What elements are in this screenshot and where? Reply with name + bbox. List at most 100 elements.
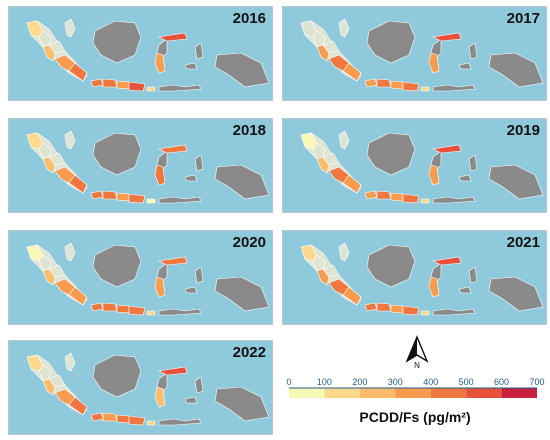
region-central-java (116, 304, 130, 314)
region-north-sulawesi (158, 256, 188, 266)
map-panel-2021: 2021 (282, 230, 547, 325)
color-scale: 0 100 200 300 400 500 600 700 (286, 377, 545, 398)
region-south-sulawesi (154, 276, 166, 298)
region-kalimantan (366, 20, 416, 64)
region-south-sulawesi (428, 164, 440, 186)
region-riau (48, 152, 66, 166)
region-south-sulawesi (154, 52, 166, 74)
legend: N 0 100 200 300 400 500 600 700 PCDD/Fs (pg/m²) (285, 335, 545, 435)
region-papua (214, 276, 270, 312)
region-bali (146, 198, 156, 204)
region-malaysia-peninsula (64, 242, 76, 262)
region-north-sumatra (38, 254, 52, 272)
region-maluku-1 (468, 42, 478, 60)
map-panel-2022: 2022 (8, 340, 273, 435)
year-label: 2020 (232, 234, 266, 251)
region-north-sumatra (38, 364, 52, 382)
region-maluku-1 (194, 376, 204, 394)
scale-tick-label: 600 (494, 377, 509, 387)
region-lampung (342, 286, 362, 306)
region-papua (488, 276, 544, 312)
region-west-java (102, 78, 118, 88)
map-panel-2018: 2018 (8, 118, 273, 213)
region-malaysia-peninsula (64, 130, 76, 150)
region-south-sulawesi (428, 276, 440, 298)
north-arrow-icon: N (405, 335, 429, 369)
region-north-sulawesi (158, 32, 188, 42)
region-nusa-tenggara (432, 308, 476, 316)
region-central-java (390, 304, 404, 314)
scale-tick-label: 300 (388, 377, 403, 387)
scale-tick-label: 0 (286, 377, 291, 387)
year-label: 2022 (232, 344, 266, 361)
scale-segment (289, 388, 325, 398)
legend-title: PCDD/Fs (pg/m²) (359, 409, 471, 425)
indonesia-map (9, 231, 272, 324)
region-maluku-2 (458, 62, 472, 70)
region-north-sumatra (312, 30, 326, 48)
indonesia-map (283, 231, 546, 324)
region-riau (322, 152, 340, 166)
scale-segment (324, 388, 360, 398)
region-maluku-2 (184, 396, 198, 404)
region-kalimantan (92, 20, 142, 64)
map-panel-2016: 2016 (8, 6, 273, 101)
region-papua (488, 52, 544, 88)
region-lampung (68, 62, 88, 82)
scale-tick-label: 200 (352, 377, 367, 387)
region-maluku-1 (468, 266, 478, 284)
region-nusa-tenggara (432, 84, 476, 92)
region-riau (48, 374, 66, 388)
region-east-java (128, 415, 146, 426)
region-east-java (128, 305, 146, 316)
region-maluku-2 (184, 62, 198, 70)
region-maluku-1 (194, 42, 204, 60)
region-lampung (68, 174, 88, 194)
year-label: 2016 (232, 10, 266, 27)
region-lampung (342, 174, 362, 194)
region-central-java (116, 414, 130, 424)
region-east-java (128, 81, 146, 92)
region-east-java (402, 193, 420, 204)
region-west-java (102, 412, 118, 422)
region-north-sulawesi (432, 144, 462, 154)
region-papua (488, 164, 544, 200)
region-malaysia-peninsula (338, 18, 350, 38)
region-west-java (376, 78, 392, 88)
indonesia-map (283, 119, 546, 212)
region-riau (322, 40, 340, 54)
region-west-java (376, 302, 392, 312)
map-panel-2020: 2020 (8, 230, 273, 325)
north-label: N (414, 361, 420, 369)
region-central-java (390, 192, 404, 202)
scale-tick-label: 700 (529, 377, 544, 387)
year-label: 2019 (506, 122, 540, 139)
year-label: 2018 (232, 122, 266, 139)
region-riau (322, 264, 340, 278)
region-south-sulawesi (154, 386, 166, 408)
region-maluku-2 (458, 174, 472, 182)
map-panel-2017: 2017 (282, 6, 547, 101)
region-bali (420, 198, 430, 204)
region-north-sumatra (312, 254, 326, 272)
map-panel-2019: 2019 (282, 118, 547, 213)
region-maluku-2 (184, 286, 198, 294)
indonesia-map (9, 341, 272, 434)
region-kalimantan (92, 132, 142, 176)
year-label: 2017 (506, 10, 540, 27)
region-north-sulawesi (432, 256, 462, 266)
region-malaysia-peninsula (338, 130, 350, 150)
scale-segment (501, 388, 537, 398)
scale-tick-label: 500 (459, 377, 474, 387)
scale-segment (430, 388, 467, 398)
region-north-sulawesi (158, 366, 188, 376)
region-kalimantan (92, 354, 142, 398)
indonesia-map (9, 7, 272, 100)
region-south-sulawesi (428, 52, 440, 74)
scale-segment (395, 388, 431, 398)
scale-segment (466, 388, 502, 398)
indonesia-map (9, 119, 272, 212)
region-nusa-tenggara (158, 418, 202, 426)
year-label: 2021 (506, 234, 540, 251)
scale-tick-label: 400 (423, 377, 438, 387)
